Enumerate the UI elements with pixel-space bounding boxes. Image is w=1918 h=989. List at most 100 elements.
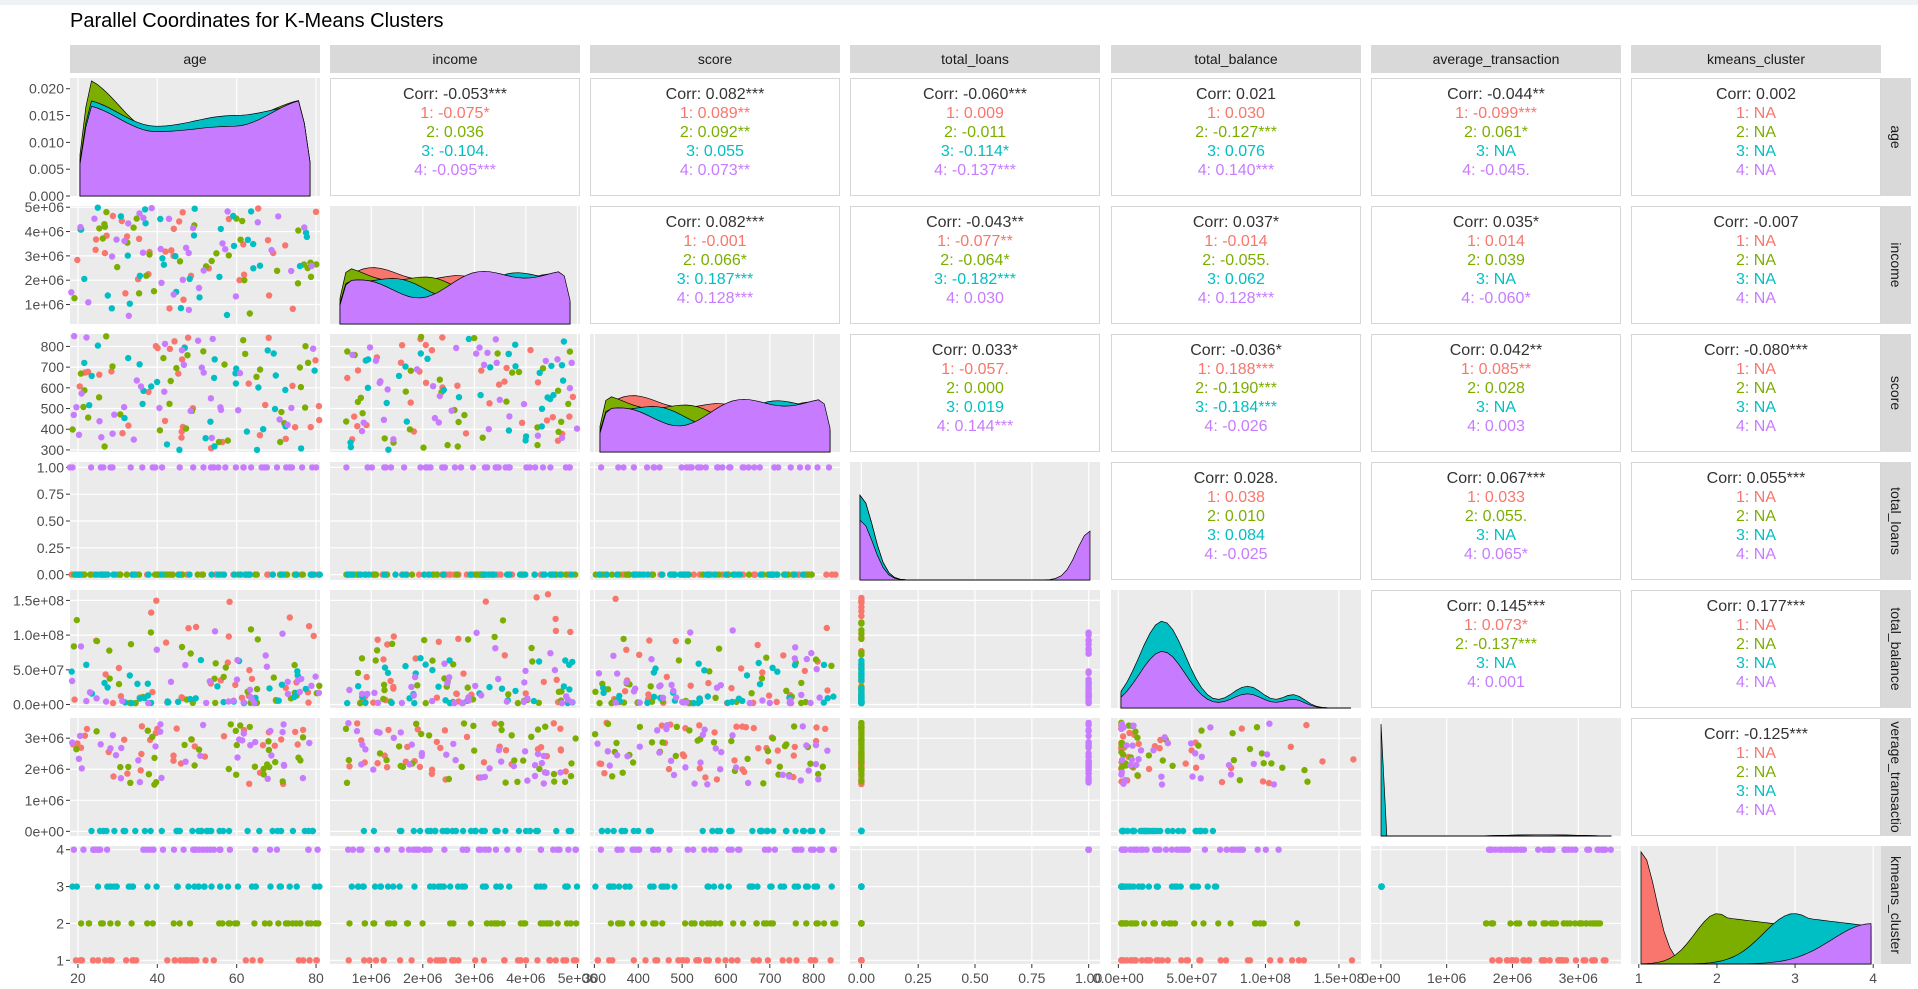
scatter-point-cluster-1 <box>543 417 551 424</box>
scatter-point-cluster-4 <box>1156 846 1163 853</box>
corr-cluster-2-label: 2: 0.055. <box>1465 508 1527 525</box>
scatter-point-cluster-1 <box>813 724 820 731</box>
corr-panel-border <box>1631 78 1881 196</box>
scatter-point-cluster-1 <box>801 667 808 675</box>
column-strip-kmeans_cluster <box>1631 45 1881 73</box>
scatter-point-cluster-4 <box>804 464 811 471</box>
scatter-point-cluster-2 <box>343 779 351 786</box>
scatter-point-cluster-4 <box>371 689 378 696</box>
scatter-point-cluster-4 <box>719 464 726 471</box>
scatter-point-cluster-3 <box>562 883 569 890</box>
scatter-point-cluster-4 <box>222 246 229 253</box>
scatter-point-cluster-4 <box>572 846 579 853</box>
scatter-point-cluster-1 <box>178 356 186 363</box>
scatter-point-cluster-1 <box>184 334 192 341</box>
scatter-point-cluster-3 <box>377 883 385 890</box>
scatter-point-cluster-2 <box>815 770 822 778</box>
scatter-point-cluster-4 <box>1549 846 1556 853</box>
y-tick-label-income: 1e+06 <box>25 297 65 313</box>
scatter-point-cluster-4 <box>808 649 815 657</box>
scatter-point-cluster-1 <box>278 736 285 743</box>
scatter-point-cluster-4 <box>411 673 419 681</box>
scatter-point-cluster-1 <box>455 635 462 642</box>
scatter-point-cluster-1 <box>1131 957 1139 964</box>
corr-panel-border <box>330 78 580 196</box>
scatter-point-cluster-3 <box>250 240 257 248</box>
corr-cluster-4-label: 4: NA <box>1736 674 1776 691</box>
scatter-point-cluster-3 <box>247 208 255 215</box>
scatter-point-cluster-2 <box>858 620 865 627</box>
scatter-panel-average_transaction-vs-age <box>70 718 320 836</box>
scatter-point-cluster-2 <box>402 388 409 395</box>
scatter-point-cluster-3 <box>459 827 467 835</box>
scatter-point-cluster-4 <box>713 684 721 691</box>
x-tick-label-income: 4e+06 <box>506 970 546 986</box>
scatter-point-cluster-3 <box>141 827 149 835</box>
scatter-point-cluster-2 <box>744 755 751 762</box>
scatter-point-cluster-2 <box>529 658 536 665</box>
scatter-point-cluster-3 <box>1153 883 1161 890</box>
scatter-point-cluster-1 <box>823 624 830 632</box>
scatter-point-cluster-2 <box>123 571 130 578</box>
corr-panel-total_balance-kmeans_cluster: Corr: 0.177***1: NA2: NA3: NA4: NA <box>1631 590 1881 708</box>
scatter-point-cluster-2 <box>745 571 753 578</box>
corr-cluster-4-label: 4: NA <box>1736 802 1776 819</box>
scatter-point-cluster-2 <box>251 763 259 770</box>
scatter-point-cluster-3 <box>756 681 764 688</box>
scatter-point-cluster-1 <box>385 726 392 734</box>
scatter-points-total_loans-vs-age <box>66 464 323 578</box>
scatter-point-cluster-3 <box>522 571 529 578</box>
scatter-point-cluster-2 <box>237 236 244 243</box>
scatter-point-cluster-2 <box>316 682 323 689</box>
column-strip-score <box>590 45 840 73</box>
scatter-point-cluster-4 <box>207 395 215 402</box>
scatter-point-cluster-2 <box>502 779 509 786</box>
scatter-point-cluster-2 <box>1268 760 1275 767</box>
scatter-point-cluster-1 <box>750 957 757 964</box>
scatter-point-cluster-3 <box>487 364 494 371</box>
scatter-point-cluster-4 <box>686 464 693 471</box>
scatter-point-cluster-4 <box>71 332 78 340</box>
scatter-point-cluster-2 <box>555 428 562 435</box>
scatter-point-cluster-3 <box>411 699 418 707</box>
corr-panel-average_transaction-kmeans_cluster: Corr: -0.125***1: NA2: NA3: NA4: NA <box>1631 718 1881 836</box>
scatter-point-cluster-4 <box>176 464 183 471</box>
scatter-point-cluster-3 <box>86 402 93 409</box>
scatter-point-cluster-1 <box>387 677 394 685</box>
scatter-point-cluster-2 <box>1246 745 1254 753</box>
scatter-point-cluster-4 <box>345 720 352 727</box>
scatter-point-cluster-2 <box>790 723 798 730</box>
scatter-point-cluster-2 <box>285 920 292 927</box>
x-tick-label-average_transaction: 0e+00 <box>1361 970 1401 986</box>
scatter-point-cluster-3 <box>230 212 237 220</box>
scatter-point-cluster-2 <box>1516 920 1523 927</box>
scatter-point-cluster-4 <box>358 761 365 768</box>
scatter-point-cluster-4 <box>247 464 255 471</box>
scatter-point-cluster-1 <box>124 770 131 777</box>
scatter-point-cluster-2 <box>1150 920 1157 927</box>
scatter-point-cluster-1 <box>722 957 729 964</box>
scatter-point-cluster-4 <box>672 694 680 701</box>
scatter-point-cluster-3 <box>824 695 831 702</box>
scatter-point-cluster-4 <box>1085 689 1092 696</box>
density-curves-income <box>339 267 571 325</box>
scatter-point-cluster-1 <box>449 957 456 964</box>
scatter-point-cluster-1 <box>299 726 307 734</box>
scatter-point-cluster-4 <box>751 464 758 471</box>
scatter-point-cluster-4 <box>232 464 240 471</box>
scatter-points-total_loans-vs-income <box>343 464 579 578</box>
scatter-point-cluster-1 <box>354 367 362 374</box>
scatter-point-cluster-3 <box>767 571 774 578</box>
scatter-point-cluster-1 <box>428 347 436 354</box>
scatter-point-cluster-2 <box>715 645 723 652</box>
scatter-point-cluster-4 <box>152 743 159 750</box>
scatter-point-cluster-4 <box>796 464 804 471</box>
scatter-point-cluster-2 <box>260 771 267 778</box>
scatter-point-cluster-3 <box>144 680 151 687</box>
scatter-point-cluster-1 <box>557 747 565 754</box>
corr-cluster-4-label: 4: 0.144*** <box>937 418 1014 435</box>
scatter-point-cluster-4 <box>112 752 120 759</box>
scatter-point-cluster-4 <box>815 776 822 783</box>
scatter-point-cluster-3 <box>770 827 777 835</box>
